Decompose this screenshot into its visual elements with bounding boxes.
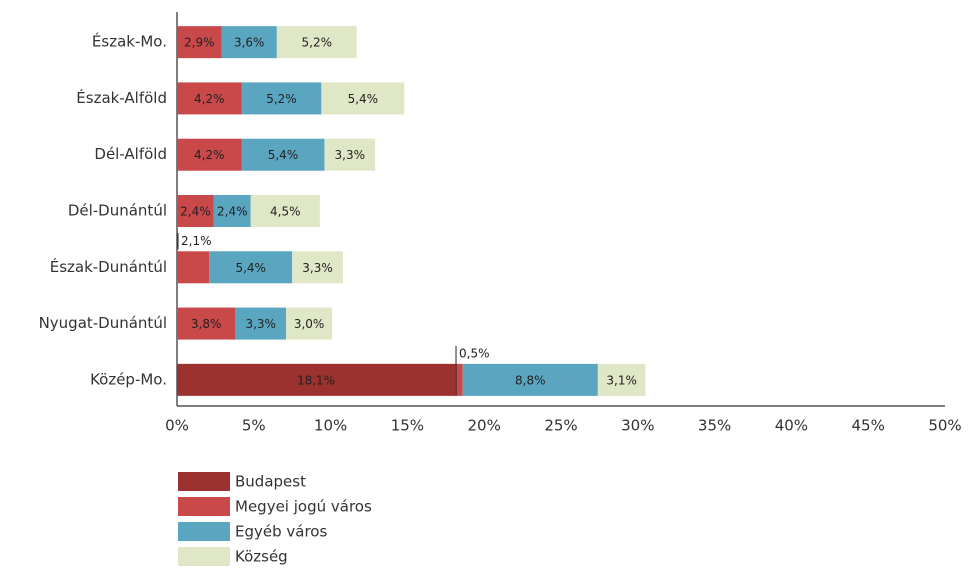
bar-segment — [241, 82, 322, 115]
x-tick-label: 20% — [468, 417, 501, 435]
category-label: Észak-Dunántúl — [50, 257, 167, 276]
value-label: 3,6% — [234, 36, 265, 50]
bar-segment — [597, 363, 646, 396]
category-label: Észak-Mo. — [92, 32, 167, 51]
value-label: 2,9% — [184, 36, 215, 50]
legend-swatch — [178, 472, 230, 491]
value-label: 8,8% — [515, 373, 546, 387]
bar-segment — [286, 307, 333, 340]
legend-label: Budapest — [235, 473, 306, 491]
value-label: 5,4% — [268, 148, 299, 162]
bar-segment — [177, 363, 456, 396]
value-label: 3,3% — [245, 317, 276, 331]
category-label: Nyugat-Dunántúl — [39, 314, 167, 332]
bar-segment — [177, 26, 222, 59]
legend-swatch — [178, 547, 230, 566]
x-tick-label: 35% — [698, 417, 731, 435]
x-tick-label: 0% — [165, 417, 189, 435]
x-tick-label: 40% — [775, 417, 808, 435]
x-tick-label: 45% — [852, 417, 885, 435]
value-label: 4,2% — [194, 148, 225, 162]
x-tick-label: 10% — [314, 417, 347, 435]
bar-segment — [177, 82, 242, 115]
value-label: 3,0% — [294, 317, 325, 331]
bar-segment — [462, 363, 598, 396]
x-tick-label: 50% — [928, 417, 961, 435]
bar-segment — [455, 363, 463, 396]
value-label: 4,2% — [194, 92, 225, 106]
bar-segment — [276, 26, 357, 59]
bar-segment — [324, 138, 376, 171]
value-label: 4,5% — [270, 205, 301, 219]
value-label: 3,8% — [191, 317, 222, 331]
value-label: 5,2% — [302, 36, 333, 50]
value-label: 2,1% — [181, 234, 212, 248]
value-label: 2,4% — [180, 205, 211, 219]
bar-segment — [213, 195, 251, 227]
x-tick-label: 30% — [621, 417, 654, 435]
x-tick-label: 5% — [242, 417, 266, 435]
bar-segment — [177, 195, 214, 227]
value-label: 5,4% — [348, 92, 379, 106]
bar-segment — [177, 307, 236, 340]
legend-swatch — [178, 497, 230, 516]
category-label: Közép-Mo. — [90, 370, 167, 388]
value-label: 5,4% — [235, 261, 266, 275]
bar-segment — [292, 251, 343, 284]
bar-segment — [221, 26, 277, 59]
value-label: 0,5% — [459, 346, 490, 360]
legend-swatch — [178, 522, 230, 541]
legend-label: Község — [235, 548, 288, 566]
bar-segment — [321, 82, 405, 115]
bar-segment — [177, 251, 210, 284]
category-label: Észak-Alföld — [76, 88, 167, 107]
value-label: 3,1% — [606, 373, 637, 387]
bar-segment — [209, 251, 293, 284]
value-label: 2,4% — [217, 205, 248, 219]
legend-label: Megyei jogú város — [235, 498, 372, 516]
value-label: 3,3% — [335, 148, 366, 162]
category-label: Dél-Alföld — [94, 145, 167, 163]
legend-label: Egyéb város — [235, 523, 327, 541]
category-label: Dél-Dunántúl — [68, 202, 167, 220]
bar-segment — [250, 195, 320, 227]
x-tick-label: 15% — [391, 417, 424, 435]
value-label: 5,2% — [266, 92, 297, 106]
value-label: 3,3% — [302, 261, 333, 275]
bar-segment — [177, 138, 242, 171]
value-label: 18,1% — [297, 373, 335, 387]
bar-segment — [235, 307, 287, 340]
x-tick-label: 25% — [544, 417, 577, 435]
bar-segment — [241, 138, 325, 171]
